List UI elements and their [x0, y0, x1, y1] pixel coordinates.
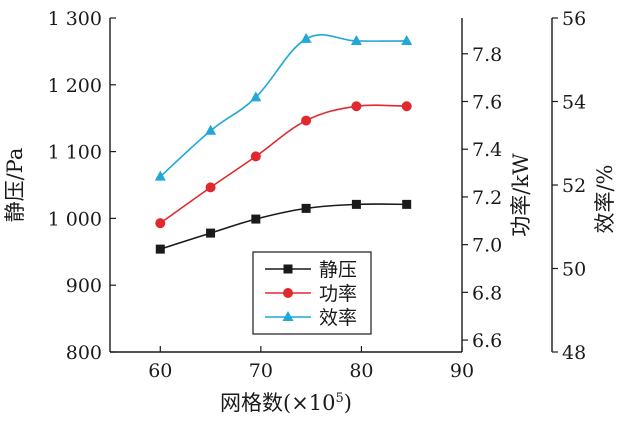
left-tick-label: 800: [66, 342, 102, 364]
efficiency-axis-label: 效率/%: [593, 164, 617, 233]
data-point: [205, 182, 216, 193]
data-point: [401, 34, 413, 45]
x-axis-label: 网格数(×105): [220, 391, 352, 415]
power-axis-label: 功率/kW: [509, 153, 533, 237]
legend-label: 静压: [319, 259, 357, 281]
data-point: [250, 91, 262, 102]
power-tick-label: 7.8: [472, 44, 502, 66]
left-tick-label: 1 200: [48, 75, 102, 97]
data-point: [301, 115, 312, 126]
data-point: [155, 244, 165, 254]
data-point: [301, 203, 311, 213]
legend-label: 功率: [319, 283, 357, 305]
x-tick-label: 90: [450, 360, 474, 382]
legend-marker: [283, 288, 293, 298]
power-tick-label: 7.0: [472, 235, 502, 257]
power-tick-label: 7.2: [472, 187, 502, 209]
left-tick-label: 1 300: [48, 8, 102, 30]
series-right2: [154, 32, 413, 181]
data-point: [401, 101, 412, 112]
data-point: [300, 32, 312, 43]
left-tick-label: 1 100: [48, 142, 102, 164]
x-tick-label: 60: [148, 360, 172, 382]
power-tick-label: 7.6: [472, 92, 502, 114]
x-axis-label-close: ): [344, 391, 352, 415]
series-right1: [155, 101, 412, 229]
data-point: [250, 151, 261, 162]
efficiency-tick-label: 48: [562, 342, 586, 364]
data-point: [251, 214, 261, 224]
left-tick-label: 1 000: [48, 208, 102, 230]
data-point: [206, 228, 216, 238]
x-axis-label-main: 网格数(×10: [220, 391, 336, 415]
data-point: [351, 101, 362, 112]
data-point: [350, 34, 362, 45]
power-tick-label: 6.8: [472, 282, 502, 304]
series-left: [155, 199, 412, 254]
axes: 60 70 80 90 网格数(×105) 800 900 1 000 1 100 1 200 1 …: [3, 8, 617, 415]
x-tick-label: 80: [349, 360, 373, 382]
legend-marker: [283, 264, 293, 274]
efficiency-tick-label: 50: [562, 259, 586, 281]
series-line: [159, 104, 407, 224]
data-point: [155, 218, 166, 229]
legend-marker: [282, 311, 294, 321]
efficiency-tick-label: 52: [562, 175, 586, 197]
x-axis-label-exponent: 5: [336, 391, 344, 406]
series-layer: [154, 32, 413, 254]
efficiency-tick-label: 54: [562, 92, 586, 114]
left-axis-label: 静压/Pa: [3, 148, 27, 223]
x-tick-label: 70: [249, 360, 273, 382]
data-point: [402, 199, 412, 209]
legend-label: 效率: [319, 307, 357, 329]
data-point: [351, 199, 361, 209]
left-tick-label: 900: [66, 275, 102, 297]
series-line: [160, 203, 407, 250]
power-tick-label: 6.6: [472, 330, 502, 352]
efficiency-tick-label: 56: [562, 8, 586, 30]
power-tick-label: 7.4: [472, 139, 502, 161]
data-point: [205, 124, 217, 135]
data-point: [154, 170, 166, 181]
